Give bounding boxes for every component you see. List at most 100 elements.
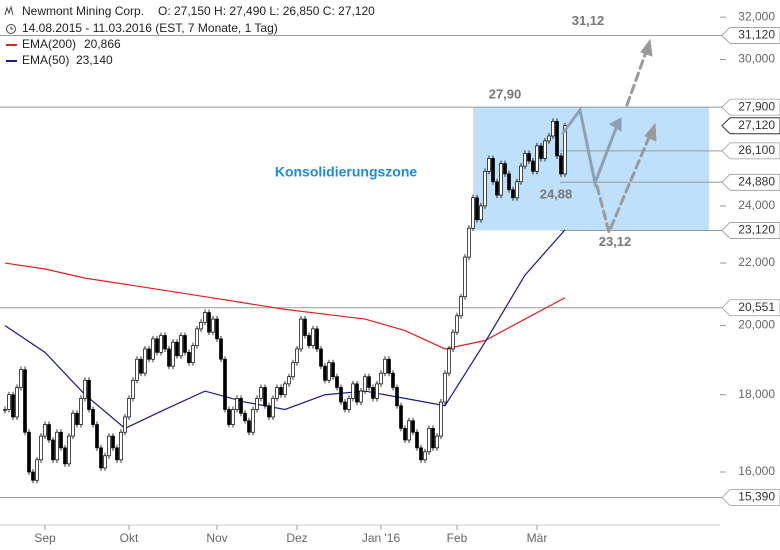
- candle: [319, 348, 323, 367]
- candle: [23, 369, 27, 433]
- candle: [19, 369, 23, 388]
- candle: [367, 376, 371, 388]
- annotation: 27,90: [489, 87, 522, 102]
- candle: [211, 318, 215, 333]
- candle: [423, 451, 427, 461]
- level-tab: [721, 142, 780, 160]
- level-label: 15,390: [738, 490, 775, 504]
- candle: [451, 331, 455, 350]
- candle: [279, 387, 283, 396]
- legend-value: 23,140: [76, 53, 113, 67]
- candle: [419, 447, 423, 461]
- candle: [315, 328, 319, 350]
- candle: [75, 412, 79, 425]
- candle: [383, 358, 387, 374]
- candle: [403, 428, 407, 441]
- candle: [71, 412, 75, 437]
- level-tab: [721, 299, 780, 317]
- last-price-label: 27,120: [738, 118, 775, 132]
- arrowhead: [640, 38, 653, 57]
- x-tick-label: Feb: [447, 531, 468, 545]
- candle: [303, 318, 307, 336]
- candle: [523, 153, 527, 167]
- candle: [171, 341, 175, 367]
- candle: [327, 362, 331, 381]
- candle: [35, 459, 39, 481]
- candle: [555, 121, 559, 157]
- forecast-arrows: [561, 38, 657, 237]
- y-tick-label: 30,000: [738, 52, 775, 66]
- forecast-path-dashed: [625, 50, 648, 107]
- candle: [3, 409, 7, 411]
- legend-label: EMA(200): [22, 37, 76, 51]
- candle: [219, 338, 223, 360]
- annotation: 24,88: [540, 187, 573, 202]
- candle: [227, 409, 231, 425]
- plot-area: Konsolidierungszone: [0, 34, 722, 499]
- candle: [255, 398, 259, 410]
- candle: [259, 387, 263, 399]
- level-tab: [721, 489, 780, 506]
- candle: [351, 383, 355, 399]
- y-tick-label: 32,000: [738, 9, 775, 23]
- level-label: 26,100: [738, 143, 775, 157]
- candle: [111, 435, 115, 449]
- candle: [299, 318, 303, 350]
- candle: [535, 145, 539, 172]
- candle: [143, 348, 147, 374]
- candle: [203, 312, 207, 323]
- candle: [331, 362, 335, 378]
- candle: [251, 409, 255, 433]
- candle: [283, 383, 287, 396]
- candle: [271, 398, 275, 418]
- candle: [119, 431, 123, 461]
- candle: [463, 256, 467, 298]
- candle: [407, 420, 411, 441]
- level-tab: [721, 173, 780, 191]
- candle: [155, 338, 159, 353]
- candle: [427, 428, 431, 453]
- candle: [27, 431, 31, 473]
- candle: [507, 173, 511, 191]
- candle: [547, 135, 551, 142]
- x-tick-label: Okt: [120, 531, 139, 545]
- ema-line: [4, 262, 566, 350]
- candle: [503, 163, 507, 175]
- candle: [275, 387, 279, 399]
- candle: [415, 431, 419, 449]
- candle: [55, 431, 59, 461]
- candle: [291, 362, 295, 378]
- candle: [447, 348, 451, 374]
- candle: [471, 197, 475, 229]
- candle: [387, 358, 391, 374]
- candle: [183, 335, 187, 353]
- candle: [139, 358, 143, 374]
- level-tab: [721, 222, 780, 239]
- candle: [79, 398, 83, 425]
- level-label: 31,120: [738, 28, 775, 42]
- candle: [499, 163, 503, 196]
- candle: [107, 435, 111, 457]
- candle: [399, 405, 403, 429]
- candle: [363, 376, 367, 392]
- candle: [543, 140, 547, 159]
- candle: [87, 379, 91, 410]
- chart-title: Newmont Mining Corp.: [22, 4, 144, 18]
- candle: [59, 431, 63, 449]
- candle: [267, 405, 271, 418]
- candle: [7, 394, 11, 410]
- legend-value: 20,866: [84, 37, 121, 51]
- level-tab: [721, 27, 780, 44]
- candle: [95, 424, 99, 449]
- clock-hand: [10, 26, 13, 30]
- candle: [491, 158, 495, 183]
- candle: [551, 121, 555, 137]
- forecast-path-dashed: [595, 133, 652, 237]
- zone-label: Konsolidierungszone: [275, 164, 418, 180]
- candle: [239, 398, 243, 414]
- ohlc-info: O: 27,150 H: 27,490 L: 26,850 C: 27,120: [158, 4, 375, 18]
- annotation: 31,12: [572, 13, 605, 28]
- chart-icon: [4, 5, 14, 16]
- candle: [439, 401, 443, 437]
- candle: [355, 383, 359, 403]
